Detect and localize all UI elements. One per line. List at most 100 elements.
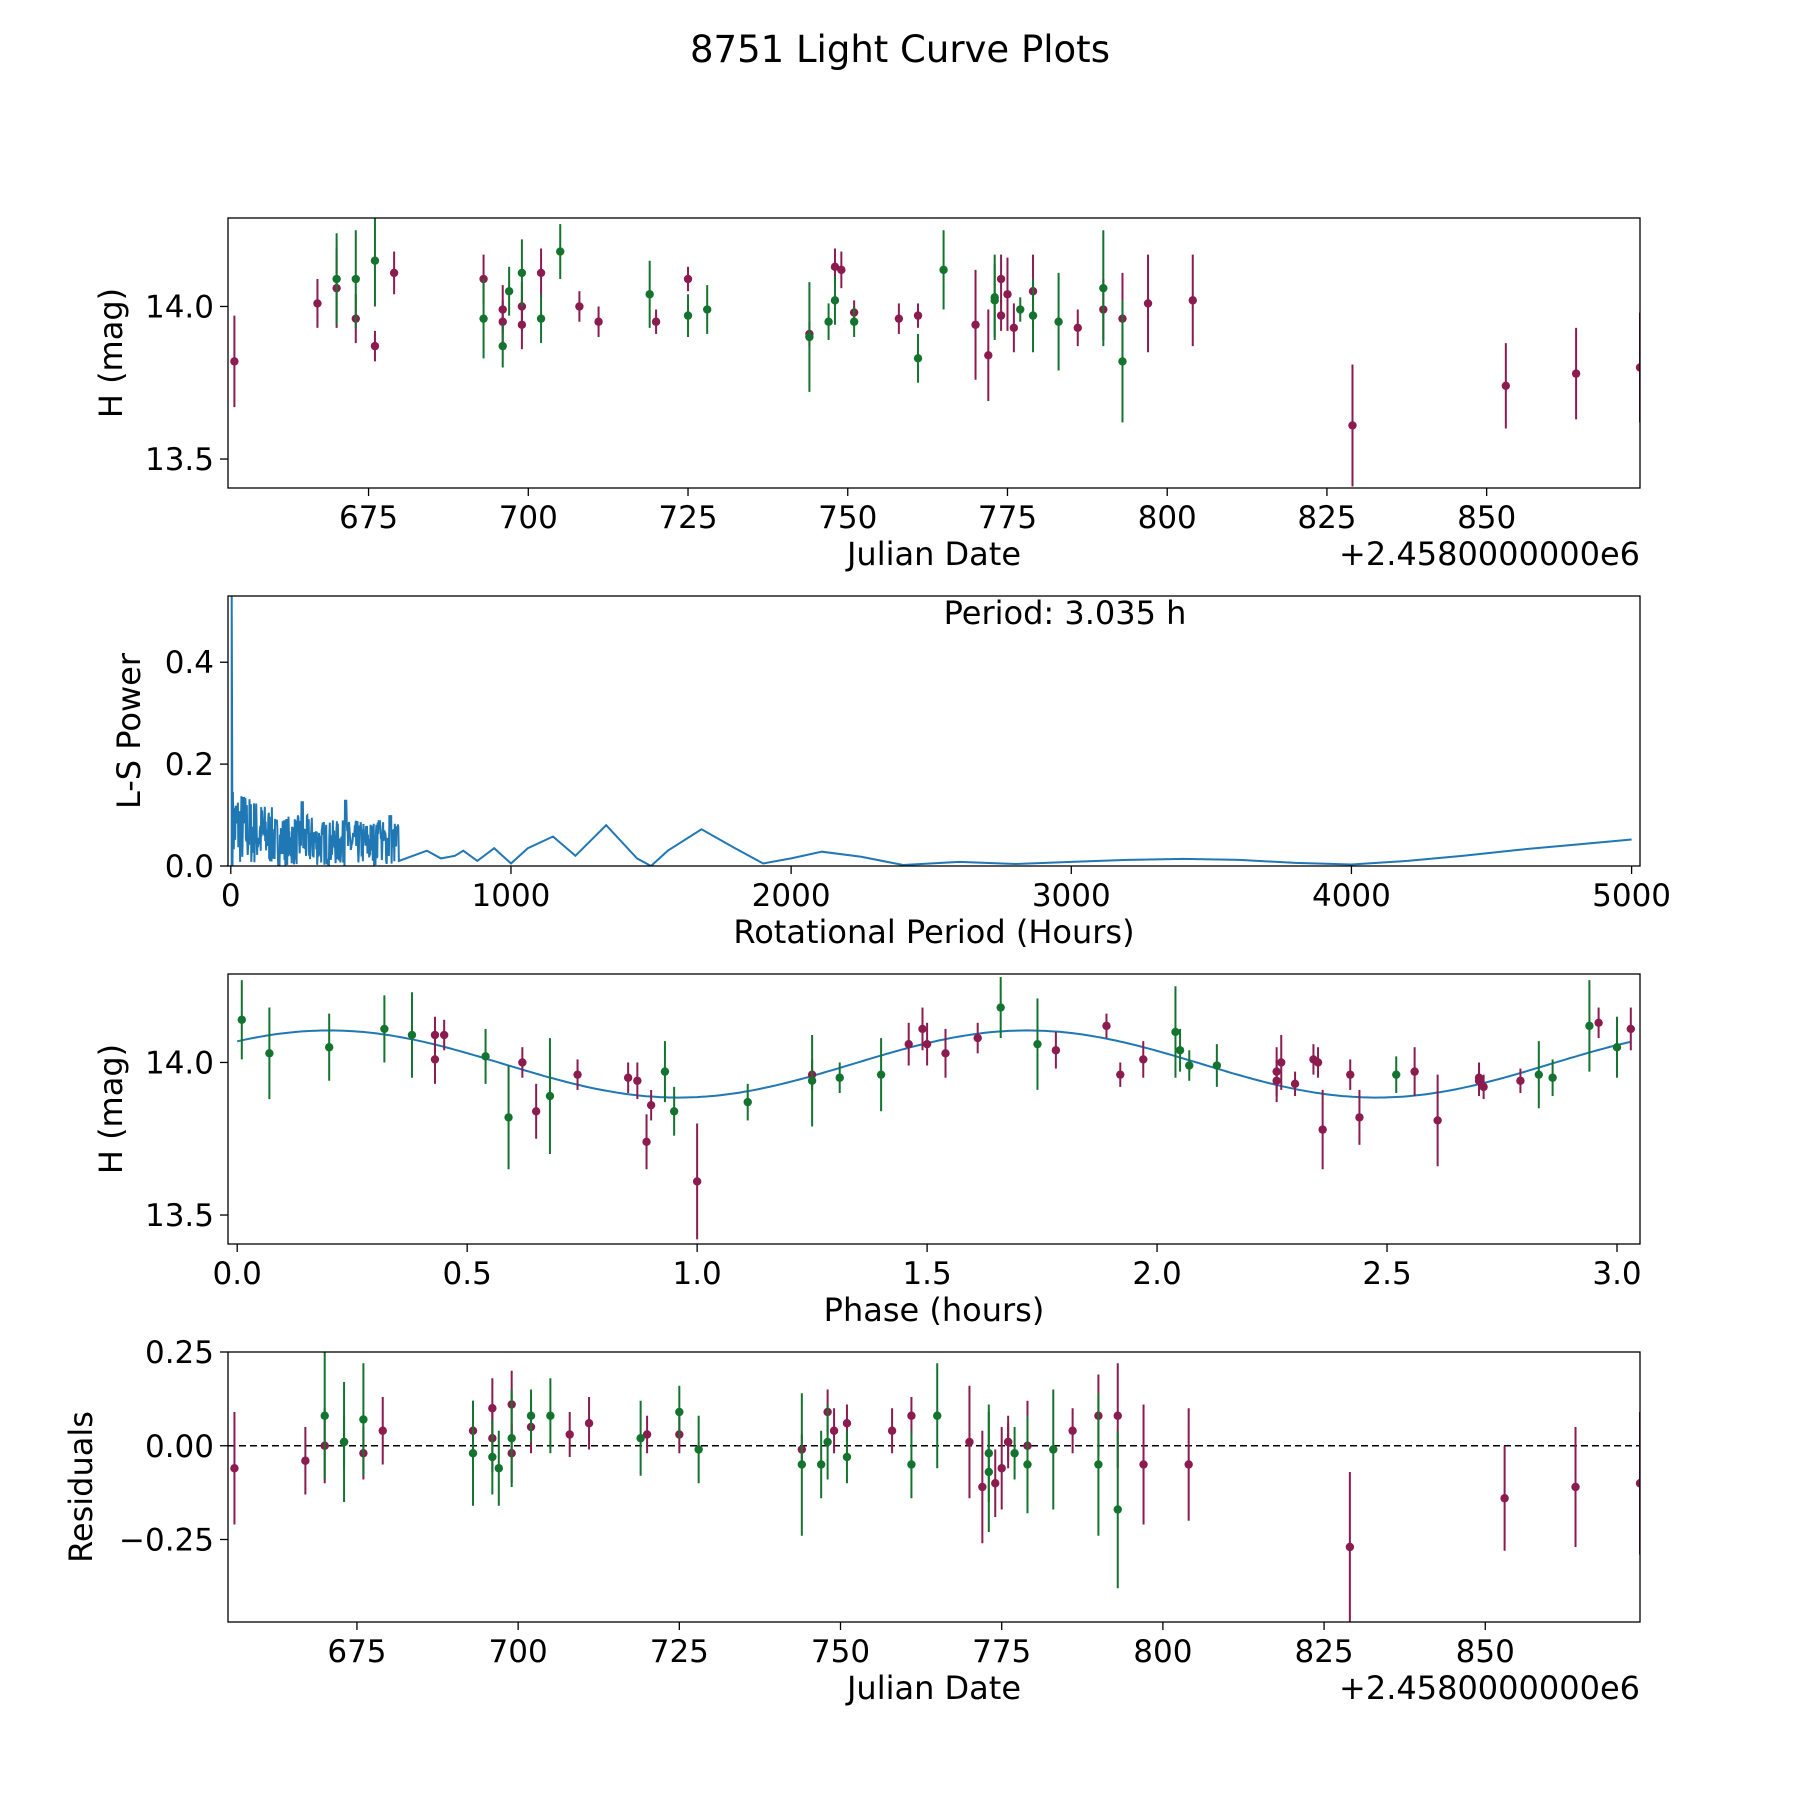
data-point-magenta <box>996 274 1006 284</box>
axes-frame <box>227 595 1641 867</box>
data-point-magenta <box>623 1073 633 1082</box>
data-point-magenta <box>1139 1460 1148 1469</box>
data-point-green <box>1033 1039 1042 1049</box>
data-point-green <box>468 1449 478 1458</box>
data-point-magenta <box>1474 1076 1484 1085</box>
data-point-magenta <box>1594 1018 1603 1028</box>
data-point-magenta <box>584 1419 594 1428</box>
axes-frame <box>227 217 1641 489</box>
data-point-green <box>237 1015 246 1024</box>
data-point-magenta <box>1410 1067 1419 1076</box>
x-tick-label: 800 <box>1138 500 1197 536</box>
data-point-magenta <box>531 1107 541 1116</box>
data-point-green <box>1094 1460 1103 1469</box>
x-tick-label: 2.5 <box>1362 1256 1411 1292</box>
data-point-magenta <box>842 1419 852 1428</box>
plot-area <box>230 596 1632 866</box>
data-point-green <box>1023 1460 1032 1469</box>
data-point-magenta <box>1143 299 1153 308</box>
y-tick-label: 0.4 <box>165 645 214 681</box>
x-tick-label: 0 <box>221 878 241 914</box>
panel-periodogram: 0 1000 2000 3000 4000 5000 0.0 0.2 0.4 Rotational… <box>110 594 1671 951</box>
data-point-green <box>1185 1061 1194 1070</box>
data-point-magenta <box>941 1049 950 1058</box>
y-tick-label: −0.25 <box>119 1523 214 1559</box>
x-tick-label: 2.0 <box>1132 1256 1181 1292</box>
plot-area <box>230 218 1640 487</box>
data-point-green <box>546 1411 555 1420</box>
data-point-green <box>481 1052 490 1061</box>
data-point-green <box>488 1452 497 1462</box>
data-point-green <box>1612 1043 1622 1052</box>
model-curve <box>236 1029 1632 1099</box>
x-offset-label: +2.4580000000e6 <box>1339 535 1640 573</box>
data-point-green <box>1171 1027 1180 1037</box>
data-point-green <box>1049 1445 1058 1454</box>
data-point-magenta <box>1433 1116 1442 1125</box>
data-point-magenta <box>1188 296 1197 305</box>
data-point-magenta <box>683 274 693 284</box>
data-point-magenta <box>536 268 546 278</box>
data-point-green <box>1548 1073 1557 1082</box>
data-point-green <box>526 1411 536 1420</box>
data-point-magenta <box>378 1426 387 1435</box>
x-tick-label: 775 <box>972 1634 1031 1670</box>
data-point-green <box>797 1460 807 1469</box>
data-point-magenta <box>498 317 507 326</box>
x-tick-label: 3000 <box>1032 878 1111 914</box>
data-point-magenta <box>1516 1076 1525 1085</box>
y-axis-label: H (mag) <box>92 1044 130 1174</box>
data-point-magenta <box>370 341 380 351</box>
data-point-green <box>1028 311 1038 320</box>
data-point-magenta <box>1635 1479 1640 1488</box>
x-tick-label: 825 <box>1297 500 1356 536</box>
data-point-magenta <box>1051 1046 1061 1055</box>
y-tick-label: 0.0 <box>165 849 214 885</box>
x-tick-label: 700 <box>499 500 558 536</box>
x-tick-label: 1000 <box>472 878 551 914</box>
data-point-magenta <box>1277 1058 1286 1067</box>
x-tick-label: 5000 <box>1592 878 1671 914</box>
data-point-green <box>669 1107 679 1116</box>
x-tick-label: 825 <box>1294 1634 1353 1670</box>
data-point-green <box>359 1415 368 1424</box>
data-point-magenta <box>488 1404 497 1413</box>
data-point-magenta <box>230 1464 239 1473</box>
data-point-green <box>1099 283 1108 293</box>
data-point-magenta <box>301 1456 310 1465</box>
panel-residuals: 675 700 725 750 775 800 825 850 0.25 0.00 −0.25 Jul… <box>62 1335 1641 1707</box>
data-point-green <box>807 1076 817 1085</box>
x-tick-label: 3.0 <box>1592 1256 1641 1292</box>
data-point-green <box>1113 1505 1122 1514</box>
data-point-magenta <box>1184 1460 1193 1469</box>
data-point-green <box>556 247 565 256</box>
y-tick-label: 0.2 <box>165 747 214 783</box>
x-tick-label: 775 <box>978 500 1037 536</box>
y-axis-label: L-S Power <box>110 652 148 809</box>
data-point-magenta <box>1500 1494 1509 1503</box>
x-tick-label: 725 <box>658 500 717 536</box>
data-point-green <box>504 1113 513 1122</box>
data-point-magenta <box>1635 363 1640 372</box>
data-point-green <box>1054 317 1063 326</box>
data-point-magenta <box>1626 1024 1636 1034</box>
data-point-magenta <box>1003 1437 1013 1447</box>
data-point-magenta <box>965 1437 974 1447</box>
data-point-green <box>320 1411 329 1420</box>
data-point-green <box>498 341 507 351</box>
axes-frame <box>227 973 1641 1245</box>
data-point-green <box>824 317 833 326</box>
data-point-green <box>990 296 999 305</box>
data-point-green <box>536 314 546 323</box>
data-point-green <box>332 274 341 284</box>
data-point-green <box>517 268 527 278</box>
x-tick-label: 0.0 <box>213 1256 262 1292</box>
data-point-magenta <box>573 1070 582 1079</box>
data-point-green <box>380 1024 389 1034</box>
x-tick-label: 0.5 <box>443 1256 492 1292</box>
data-point-magenta <box>1116 1070 1125 1079</box>
y-axis-label: Residuals <box>62 1411 100 1563</box>
data-point-green <box>876 1070 886 1079</box>
data-point-magenta <box>978 1482 987 1492</box>
